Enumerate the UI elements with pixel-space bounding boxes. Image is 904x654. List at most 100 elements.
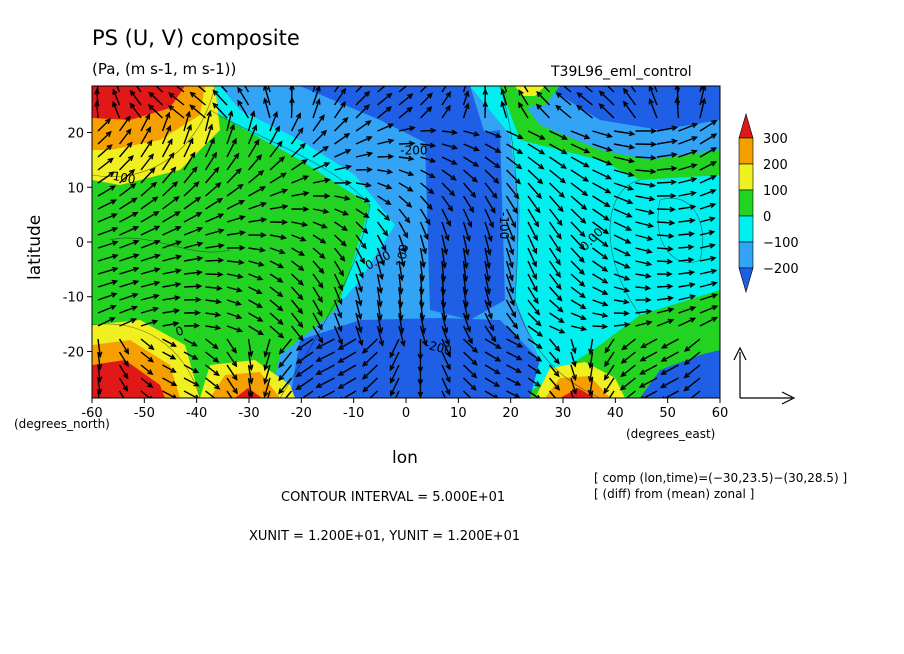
chart-subtitle: (Pa, (m s-1, m s-1))	[92, 60, 236, 78]
wind-vector-145	[97, 144, 113, 158]
wind-vector-282	[548, 208, 563, 227]
difference-note: [ (diff) from (mean) zonal ]	[594, 487, 754, 501]
wind-vector-618	[278, 364, 293, 382]
wind-vector-334	[419, 234, 428, 255]
wind-vector-615	[226, 364, 238, 381]
wind-vector-321	[140, 225, 161, 236]
wind-vector-437	[140, 280, 161, 288]
wind-vector-102	[420, 127, 437, 134]
wind-vector-516	[592, 312, 609, 318]
wind-vector-593	[361, 351, 378, 367]
wind-vector-216	[377, 182, 393, 190]
wind-vector-499	[226, 312, 243, 320]
x-tick-label-7: 10	[450, 406, 467, 421]
wind-vector-26	[653, 86, 658, 93]
wind-vector-46	[462, 90, 470, 106]
wind-vector-271	[312, 208, 330, 214]
wind-vector-270	[291, 206, 310, 212]
wind-vector-474	[312, 299, 323, 317]
wind-vector-222	[505, 182, 520, 200]
wind-vector-284	[592, 208, 610, 221]
wind-vector-64	[212, 102, 228, 119]
wind-vector-96	[290, 112, 301, 132]
wind-vector-665	[659, 377, 679, 389]
wind-vector-224	[549, 182, 565, 199]
wind-vector-290	[97, 213, 118, 223]
wind-vector-66	[263, 97, 271, 119]
wind-vector-160	[420, 156, 437, 163]
wind-vector-396	[505, 260, 514, 282]
wind-vector-247	[419, 195, 433, 211]
wind-vector-17	[462, 86, 467, 93]
wind-vector-21	[542, 86, 551, 93]
colorbar-label-3: 0	[763, 210, 771, 225]
wind-vector-490	[656, 295, 675, 302]
wind-vector-153	[269, 140, 283, 158]
wind-vector-572	[548, 338, 561, 352]
wind-vector-443	[269, 286, 284, 298]
wind-vector-672	[205, 390, 219, 398]
wind-vector-525	[162, 321, 180, 327]
wind-vector-543	[549, 325, 566, 334]
wind-vector-31	[129, 89, 142, 106]
wind-vector-486	[570, 299, 587, 310]
wind-vector-67	[289, 96, 295, 119]
wind-vector-93	[226, 109, 234, 132]
wind-vector-219	[441, 182, 456, 197]
wind-vector-546	[613, 321, 631, 328]
field-region-pos-300-s2	[560, 388, 595, 398]
colorbar-label-5: −200	[763, 262, 799, 277]
wind-vector-170	[635, 155, 657, 161]
wind-vector-560	[278, 338, 293, 355]
wind-vector-308	[484, 221, 493, 243]
wind-vector-134	[484, 143, 502, 153]
wind-vector-53	[598, 90, 615, 106]
wind-vector-361	[376, 247, 385, 267]
wind-vector-663	[619, 377, 636, 391]
colorbar-label-2: 100	[763, 184, 788, 199]
wind-vector-503	[312, 312, 323, 331]
wind-vector-513	[527, 312, 542, 327]
wind-vector-206	[161, 166, 177, 184]
wind-vector-121	[204, 123, 214, 145]
wind-vector-469	[205, 298, 223, 305]
wind-vector-481	[462, 299, 470, 321]
wind-vector-37	[263, 86, 271, 106]
wind-vector-366	[484, 247, 491, 270]
wind-vector-0	[96, 86, 99, 93]
wind-vector-107	[527, 130, 546, 140]
x-tick-label-5: -10	[343, 406, 364, 421]
wind-vector-567	[441, 338, 451, 358]
wind-vector-132	[441, 143, 459, 150]
wind-vector-204	[119, 168, 136, 184]
wind-vector-387	[312, 260, 325, 275]
wind-vector-183	[291, 159, 308, 171]
wind-vector-128	[355, 136, 373, 145]
wind-vector-289	[699, 202, 717, 210]
wind-vector-681	[394, 390, 400, 398]
y-axis-label: latitude	[25, 215, 45, 280]
x-tick-label-12: 60	[712, 406, 729, 421]
wind-vector-133	[463, 143, 480, 152]
wind-vector-377	[97, 253, 119, 262]
wind-vector-94	[247, 110, 256, 132]
wind-vector-331	[355, 234, 367, 250]
wind-vector-518	[635, 308, 653, 315]
wind-vector-402	[635, 260, 653, 267]
wind-vector-292	[140, 211, 160, 223]
wind-vector-161	[441, 156, 458, 165]
wind-vector-172	[678, 149, 698, 158]
wind-vector-252	[527, 195, 541, 214]
wind-vector-619	[295, 364, 314, 378]
wind-vector-266	[205, 197, 224, 210]
wind-vector-376	[699, 243, 716, 249]
wind-vector-283	[570, 208, 587, 224]
wind-vector-61	[147, 104, 163, 119]
wind-vector-7	[244, 86, 250, 93]
wind-vector-462	[678, 282, 696, 288]
field-region-neg-200-south	[290, 318, 540, 398]
wind-vector-310	[527, 221, 538, 242]
wind-vector-2	[135, 86, 142, 93]
wind-vector-60	[129, 102, 142, 119]
contour-label-1: -200	[400, 143, 427, 157]
